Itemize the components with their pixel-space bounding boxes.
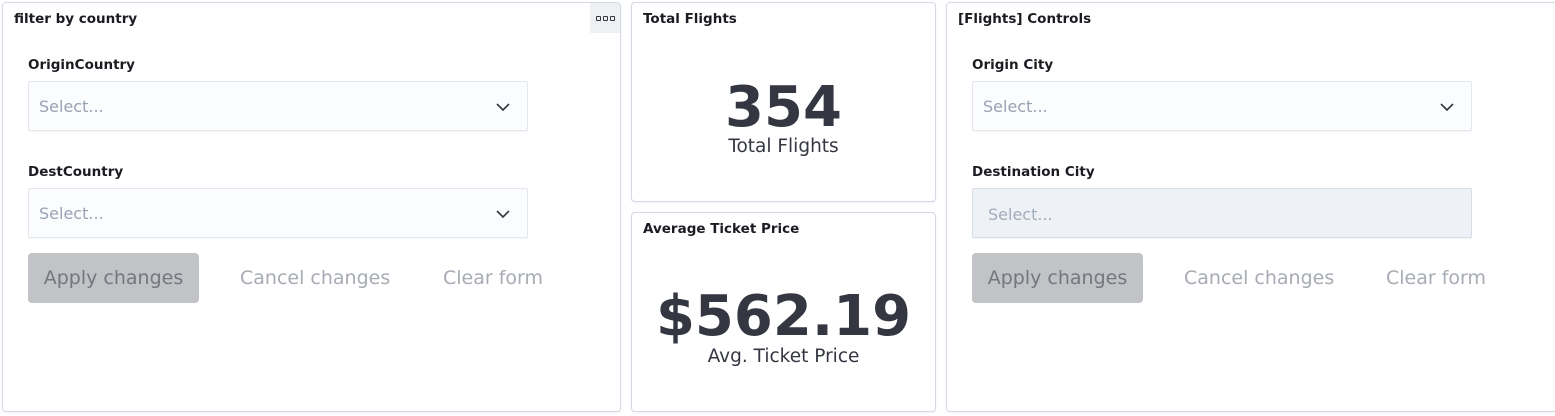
cancel-changes-button[interactable]: Cancel changes (1184, 267, 1335, 289)
destination-city-select: Select... (972, 188, 1472, 238)
clear-form-button[interactable]: Clear form (1386, 267, 1487, 289)
panel-title: Average Ticket Price (643, 221, 800, 237)
dest-country-label: DestCountry (28, 164, 124, 180)
select-placeholder: Select... (39, 204, 104, 223)
metric-value: 354 (725, 75, 842, 140)
origin-country-select[interactable]: Select... (28, 81, 528, 131)
boxes-horizontal-icon-part (609, 15, 615, 21)
panel-title: filter by country (14, 11, 138, 27)
panel-filter-by-country: filter by country OriginCountry Select..… (2, 2, 621, 412)
metric-label: Avg. Ticket Price (707, 346, 860, 367)
panel-title: Total Flights (643, 11, 737, 27)
panel-total-flights: Total Flights 354 Total Flights (631, 2, 936, 202)
origin-city-select[interactable]: Select... (972, 81, 1472, 131)
apply-changes-button[interactable]: Apply changes (972, 253, 1143, 303)
dest-country-select[interactable]: Select... (28, 188, 528, 238)
panel-options-button[interactable] (590, 3, 620, 33)
metric-value: $562.19 (655, 284, 912, 349)
select-placeholder: Select... (39, 97, 104, 116)
select-placeholder: Select... (983, 97, 1048, 116)
chevron-down-icon (496, 210, 510, 219)
origin-country-label: OriginCountry (28, 57, 135, 73)
boxes-horizontal-icon-part (602, 15, 608, 21)
cancel-changes-button[interactable]: Cancel changes (240, 267, 391, 289)
select-placeholder: Select... (988, 205, 1053, 224)
origin-city-label: Origin City (972, 57, 1054, 73)
metric-label: Total Flights (728, 136, 839, 157)
clear-form-button[interactable]: Clear form (443, 267, 544, 289)
panel-title: [Flights] Controls (958, 11, 1092, 27)
chevron-down-icon (496, 103, 510, 112)
chevron-down-icon (1440, 103, 1454, 112)
panel-flights-controls: [Flights] Controls Origin City Select...… (946, 2, 1555, 412)
destination-city-label: Destination City (972, 164, 1095, 180)
panel-average-ticket-price: Average Ticket Price $562.19 Avg. Ticket… (631, 212, 936, 412)
boxes-horizontal-icon (595, 15, 601, 21)
apply-changes-button[interactable]: Apply changes (28, 253, 199, 303)
